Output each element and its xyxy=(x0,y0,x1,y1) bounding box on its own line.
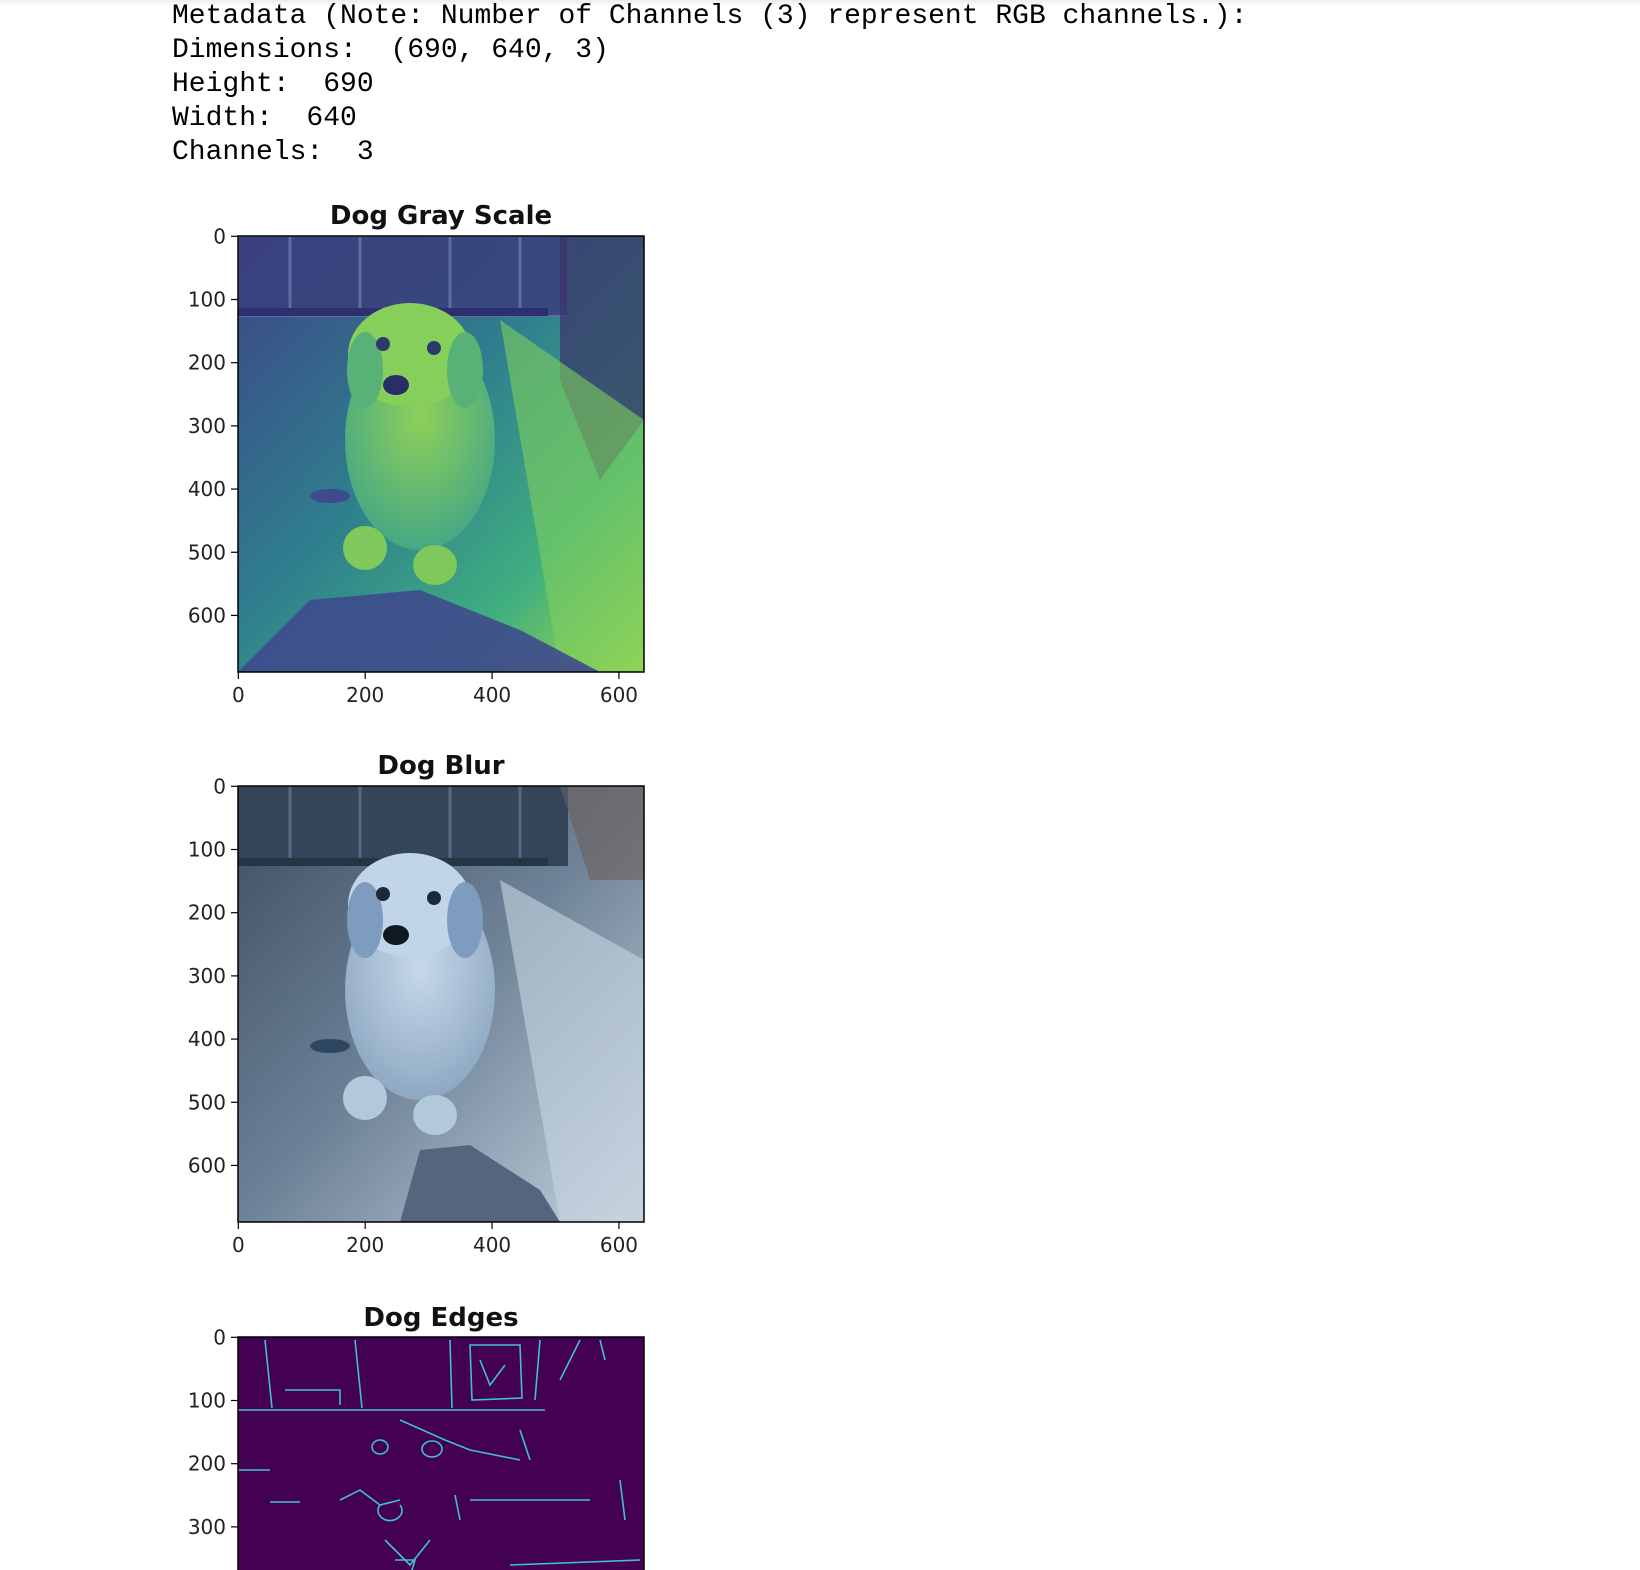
y-tick-label: 0 xyxy=(213,774,226,798)
x-tick-label: 200 xyxy=(346,683,384,707)
y-tick-label: 500 xyxy=(188,540,226,564)
y-tick-label: 200 xyxy=(188,351,226,375)
output-line-width: Width: 640 xyxy=(172,103,357,134)
y-tick-label: 600 xyxy=(188,1153,226,1177)
y-tick-label: 0 xyxy=(213,224,226,248)
y-tick-label: 600 xyxy=(188,603,226,627)
plot-title: Dog Blur xyxy=(377,751,504,781)
y-tick-label: 300 xyxy=(188,1515,226,1539)
y-axis: 0 100 200 300 xyxy=(188,1325,238,1539)
y-tick-label: 200 xyxy=(188,1452,226,1476)
top-shadow xyxy=(0,0,1640,6)
plot-title: Dog Gray Scale xyxy=(330,201,552,231)
y-tick-label: 200 xyxy=(188,901,226,925)
axes-frame xyxy=(237,235,645,673)
x-tick-label: 600 xyxy=(600,683,638,707)
y-tick-label: 300 xyxy=(188,414,226,438)
y-tick-label: 0 xyxy=(213,1325,226,1349)
plot-gray-scale: Dog Gray Scale 0 100 200 300 400 500 600 xyxy=(188,201,645,707)
blur-image xyxy=(238,786,644,1222)
x-axis: 0 200 400 600 xyxy=(232,1222,638,1257)
axes-frame xyxy=(237,1336,645,1570)
plot-edges: Dog Edges xyxy=(188,1303,645,1570)
axes-frame xyxy=(237,785,645,1223)
x-tick-label: 400 xyxy=(473,683,511,707)
x-tick-label: 0 xyxy=(232,683,245,707)
y-tick-label: 100 xyxy=(188,1389,226,1413)
x-tick-label: 200 xyxy=(346,1233,384,1257)
y-tick-label: 300 xyxy=(188,964,226,988)
gray-scale-image xyxy=(238,236,644,672)
x-tick-label: 0 xyxy=(232,1233,245,1257)
y-tick-label: 100 xyxy=(188,288,226,312)
output-line-metadata: Metadata (Note: Number of Channels (3) r… xyxy=(172,1,1248,32)
x-tick-label: 400 xyxy=(473,1233,511,1257)
output-line-channels: Channels: 3 xyxy=(172,137,374,168)
y-tick-label: 100 xyxy=(188,838,226,862)
x-tick-label: 600 xyxy=(600,1233,638,1257)
x-axis: 0 200 400 600 xyxy=(232,672,638,707)
y-axis: 0 100 200 300 400 500 600 xyxy=(188,774,238,1177)
y-tick-label: 400 xyxy=(188,477,226,501)
y-tick-label: 500 xyxy=(188,1090,226,1114)
y-tick-label: 400 xyxy=(188,1027,226,1051)
output-line-dimensions: Dimensions: (690, 640, 3) xyxy=(172,35,609,66)
cell-output: Metadata (Note: Number of Channels (3) r… xyxy=(172,0,1247,170)
plot-title: Dog Edges xyxy=(363,1303,518,1333)
y-axis: 0 100 200 300 400 500 600 xyxy=(188,224,238,627)
output-line-height: Height: 690 xyxy=(172,69,374,100)
edges-image xyxy=(238,1337,644,1570)
